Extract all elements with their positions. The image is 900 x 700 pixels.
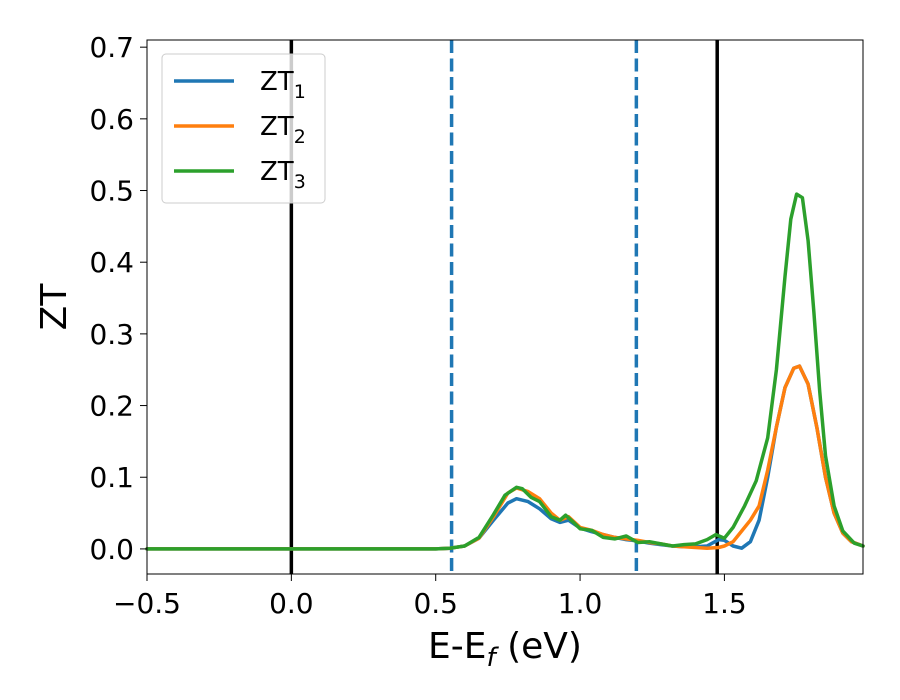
y-tick-label: 0.5 [89, 175, 134, 208]
series-line-3 [145, 192, 865, 551]
x-axis-ticks: −0.5 0.0 0.5 1.0 1.5 [113, 574, 747, 620]
x-axis-label: E-Ef (eV) [428, 626, 582, 673]
legend: ZT1 ZT2 ZT3 [161, 53, 326, 204]
y-tick-label: 0.2 [89, 390, 134, 423]
y-tick-label: 0.6 [89, 103, 134, 136]
y-tick-label: 0.4 [89, 246, 134, 279]
series-line-2 [145, 364, 865, 551]
x-tick-label: −0.5 [113, 587, 181, 620]
y-tick-label: 0.1 [89, 461, 134, 494]
y-tick-label: 0.7 [89, 31, 134, 64]
x-tick-label: 0.5 [413, 587, 458, 620]
legend-label-1: ZT1 [260, 67, 306, 103]
y-tick-label: 0.3 [89, 318, 134, 351]
series-line-1 [145, 364, 865, 551]
y-axis-label: ZT [34, 283, 75, 331]
x-tick-label: 1.0 [558, 587, 603, 620]
y-tick-label: 0.0 [89, 533, 134, 566]
x-tick-label: 1.5 [702, 587, 747, 620]
legend-label-2: ZT2 [260, 112, 306, 148]
x-tick-label: 0.0 [269, 587, 314, 620]
legend-label-3: ZT3 [260, 157, 306, 193]
series-lines [145, 192, 865, 551]
plot-frame [146, 39, 864, 575]
y-axis-ticks: 0.0 0.1 0.2 0.3 0.4 0.5 0.6 0.7 [89, 31, 147, 566]
legend-frame [161, 53, 326, 204]
